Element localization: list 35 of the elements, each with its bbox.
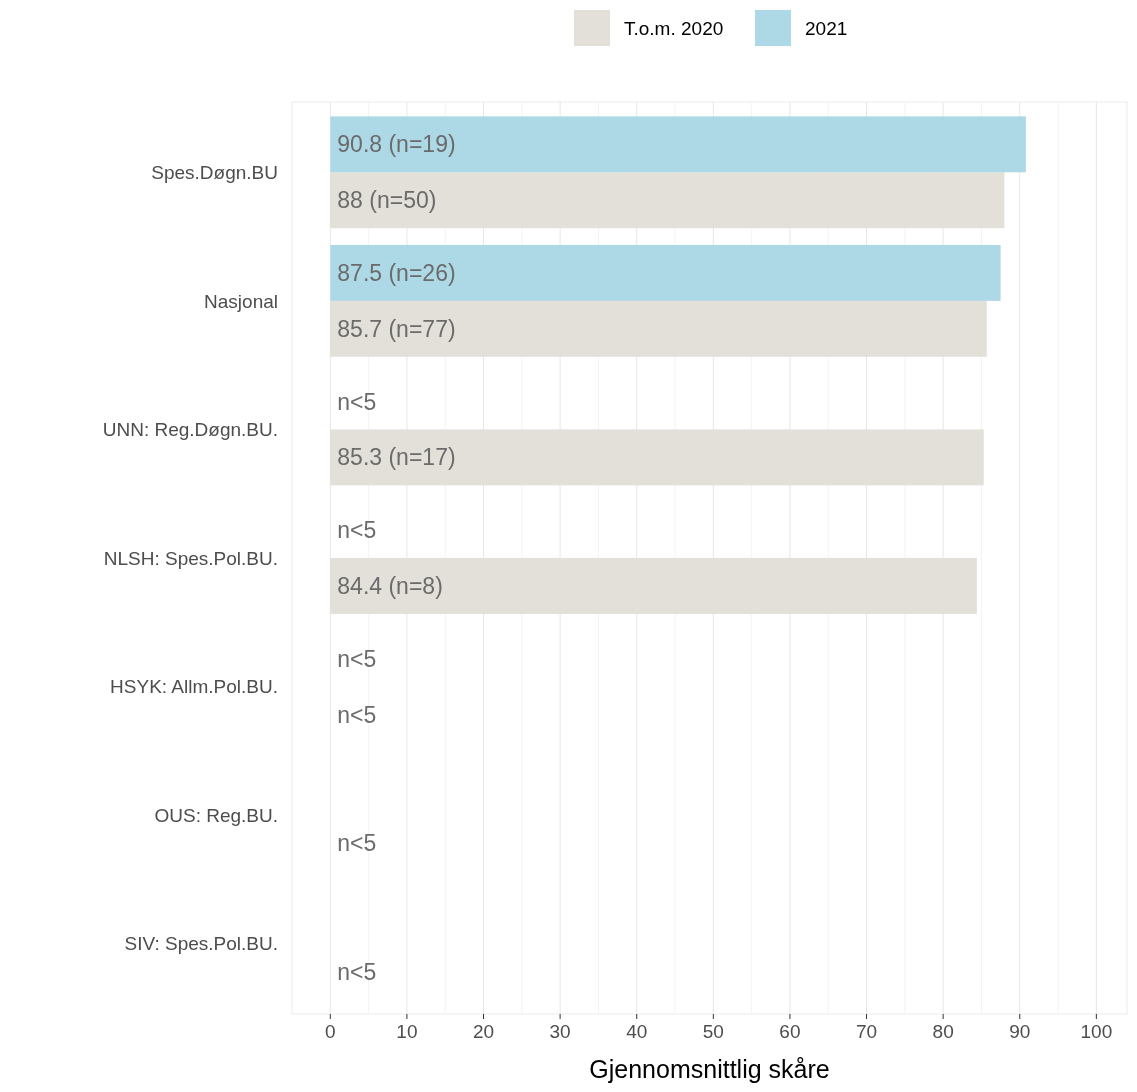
y-tick-label: Spes.Døgn.BU — [151, 161, 278, 183]
text: n<5 — [337, 701, 377, 728]
x-tick-label: 30 — [549, 1021, 571, 1042]
bar — [330, 116, 1026, 173]
text: n<5 — [337, 830, 377, 857]
bar — [330, 244, 1001, 301]
x-tick-label: 20 — [472, 1021, 495, 1042]
x-tick-label: 60 — [779, 1021, 801, 1042]
y-tick-label: NLSH: Spes.Pol.BU. — [103, 547, 278, 569]
data-label: 87.5 (n=26) — [337, 259, 456, 286]
x-tick-label: 70 — [855, 1021, 878, 1042]
y-tick-label: SIV: Spes.Pol.BU. — [124, 933, 278, 955]
x-tick-label: 40 — [626, 1021, 648, 1042]
y-tick-label: HSYK: Allm.Pol.BU. — [110, 676, 278, 698]
x-tick-label: 0 — [325, 1021, 336, 1042]
text: n<5 — [337, 517, 377, 544]
y-tick-label: OUS: Reg.BU. — [154, 804, 278, 826]
data-label: 85.3 (n=17) — [337, 444, 456, 471]
x-tick-label: 50 — [702, 1021, 724, 1042]
x-tick-label: 90 — [1009, 1021, 1031, 1042]
data-label: 88 (n=50) — [337, 187, 437, 214]
x-tick-label: 100 — [1080, 1021, 1113, 1042]
y-tick-label: UNN: Reg.Døgn.BU. — [102, 419, 278, 441]
text: n<5 — [337, 645, 377, 672]
x-tick-label: 80 — [932, 1021, 954, 1042]
legend-label: T.o.m. 2020 — [624, 17, 724, 39]
data-label: 90.8 (n=19) — [337, 131, 456, 158]
text: n<5 — [337, 388, 377, 415]
x-axis-title: Gjennomsnittlig skåre — [589, 1055, 830, 1083]
y-tick-label: Nasjonal — [204, 290, 278, 312]
legend-label: 2021 — [805, 17, 848, 39]
x-tick-label: 10 — [396, 1021, 418, 1042]
data-label: 85.7 (n=77) — [337, 315, 456, 342]
data-label: 84.4 (n=8) — [337, 573, 443, 600]
text: n<5 — [337, 958, 377, 985]
